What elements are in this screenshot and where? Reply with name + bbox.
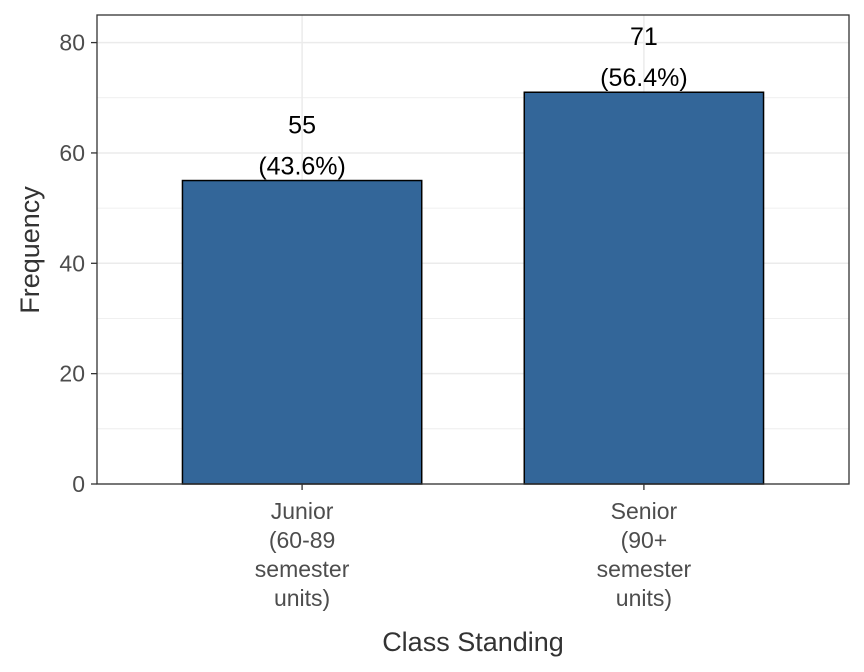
x-tick-label-line: (90+ (621, 527, 668, 553)
x-axis-title: Class Standing (382, 627, 564, 657)
x-tick-label-line: semester (255, 556, 350, 582)
x-tick-label-line: units) (616, 585, 672, 611)
bar (181, 179, 423, 485)
bars (181, 91, 765, 485)
x-tick-label-line: semester (597, 556, 692, 582)
y-tick-label: 60 (59, 140, 85, 166)
x-tick-label-line: Senior (611, 498, 678, 524)
x-tick-label: Senior (90+ semester units) (597, 498, 692, 611)
data-label-percent: (56.4%) (600, 64, 688, 92)
y-tick-label: 0 (72, 471, 85, 497)
y-axis-ticks: 0 20 40 60 80 (59, 30, 97, 497)
y-axis-title: Frequency (15, 186, 45, 314)
y-tick-label: 80 (59, 30, 85, 56)
x-tick-label-line: units) (274, 585, 330, 611)
y-tick-label: 20 (59, 361, 85, 387)
x-axis-ticks: Junior (60-89 semester units) Senior (90+ seme… (255, 484, 692, 611)
data-labels: 55 (43.6%) 71 (56.4%) (258, 23, 687, 180)
data-label-percent: (43.6%) (258, 153, 346, 181)
data-label-count: 71 (630, 23, 658, 51)
bar (523, 91, 765, 485)
x-tick-label: Junior (60-89 semester units) (255, 498, 350, 611)
data-label-count: 55 (288, 112, 316, 140)
x-tick-label-line: Junior (271, 498, 334, 524)
x-tick-label-line: (60-89 (269, 527, 335, 553)
y-tick-label: 40 (59, 250, 85, 276)
plot-panel-border (96, 14, 850, 485)
